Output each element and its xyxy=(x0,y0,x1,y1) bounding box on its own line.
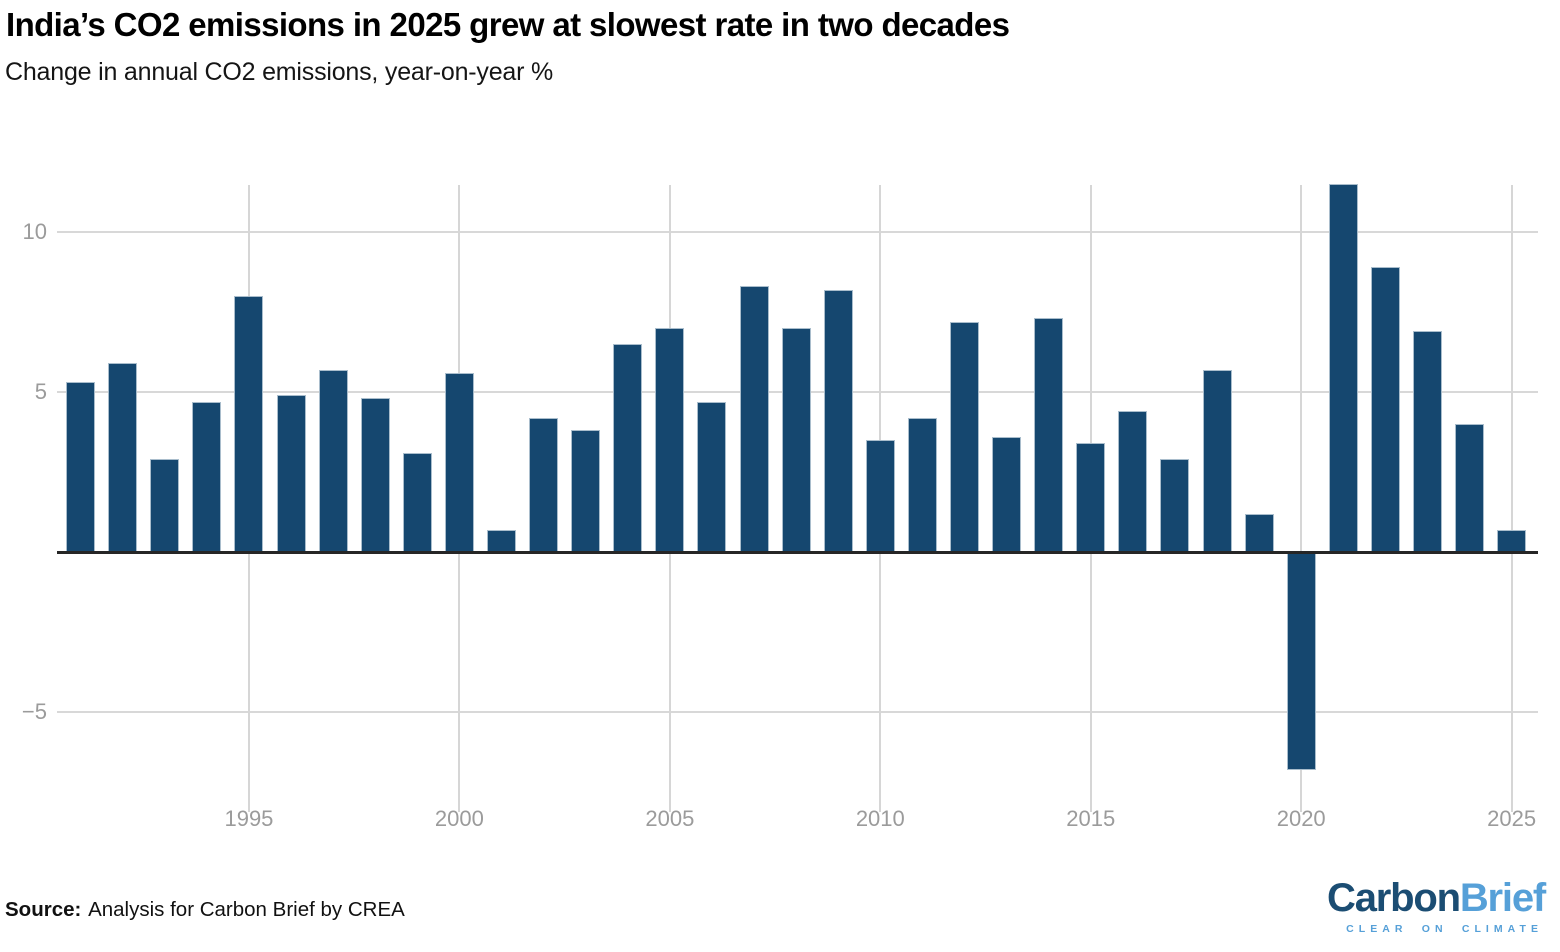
bar-2025 xyxy=(1497,529,1527,552)
bar-2019 xyxy=(1244,513,1274,552)
bar-2012 xyxy=(949,321,979,552)
bar-2006 xyxy=(697,401,727,552)
bar-2010 xyxy=(865,440,895,552)
chart-subtitle: Change in annual CO2 emissions, year-on-… xyxy=(5,58,554,86)
bar-2002 xyxy=(529,417,559,552)
logo-word-brief: Brief xyxy=(1459,876,1546,920)
x-tick-2010: 2010 xyxy=(855,806,905,831)
bar-1995 xyxy=(234,296,264,552)
bar-1998 xyxy=(360,398,390,552)
bar-1996 xyxy=(276,395,306,552)
chart-title: India’s CO2 emissions in 2025 grew at sl… xyxy=(6,6,1010,43)
bar-2015 xyxy=(1076,443,1106,552)
bar-2017 xyxy=(1160,459,1190,552)
bar-1993 xyxy=(150,459,180,552)
gridline-y--5 xyxy=(57,711,1538,713)
x-tick-2015: 2015 xyxy=(1066,806,1116,831)
bar-1999 xyxy=(402,452,432,552)
logo-wordmark: CarbonBrief xyxy=(1327,876,1546,920)
bar-1997 xyxy=(318,369,348,552)
bar-1991 xyxy=(66,382,96,552)
bar-1992 xyxy=(108,363,138,552)
bar-2021 xyxy=(1328,184,1358,552)
logo-word-carbon: Carbon xyxy=(1327,876,1461,920)
gridline-x-2020 xyxy=(1300,185,1303,812)
bar-2013 xyxy=(992,436,1022,552)
y-tick-5: 5 xyxy=(34,379,47,404)
x-tick-2005: 2005 xyxy=(645,806,695,831)
x-tick-2025: 2025 xyxy=(1487,806,1537,831)
y-tick--5: −5 xyxy=(21,699,47,724)
logo-tagline: CLEAR ON CLIMATE xyxy=(1346,923,1543,935)
bar-2020 xyxy=(1286,552,1316,770)
source-note: Source: Analysis for Carbon Brief by CREA xyxy=(5,898,405,922)
bar-2022 xyxy=(1370,267,1400,552)
bar-2009 xyxy=(823,289,853,552)
bar-2005 xyxy=(655,328,685,552)
bar-2018 xyxy=(1202,369,1232,552)
bar-2016 xyxy=(1118,411,1148,552)
gridline-x-2025 xyxy=(1510,185,1513,812)
bar-1994 xyxy=(192,401,222,552)
bar-2004 xyxy=(613,344,643,552)
x-tick-2000: 2000 xyxy=(434,806,484,831)
bar-2024 xyxy=(1455,424,1485,552)
bar-2014 xyxy=(1034,318,1064,552)
bar-2000 xyxy=(444,372,474,552)
bar-2007 xyxy=(739,286,769,552)
x-tick-2020: 2020 xyxy=(1276,806,1326,831)
source-text: Analysis for Carbon Brief by CREA xyxy=(88,898,405,921)
x-tick-1995: 1995 xyxy=(224,806,274,831)
x-axis-line xyxy=(57,551,1538,554)
bar-2011 xyxy=(907,417,937,552)
bar-2008 xyxy=(781,328,811,552)
bar-2001 xyxy=(487,529,516,552)
bar-2023 xyxy=(1412,331,1442,552)
y-tick-10: 10 xyxy=(22,219,47,244)
gridline-y-10 xyxy=(57,231,1538,233)
source-label: Source: xyxy=(5,898,82,921)
carbonbrief-logo: CarbonBrief CLEAR ON CLIMATE xyxy=(1327,876,1546,935)
bar-2003 xyxy=(571,430,601,552)
